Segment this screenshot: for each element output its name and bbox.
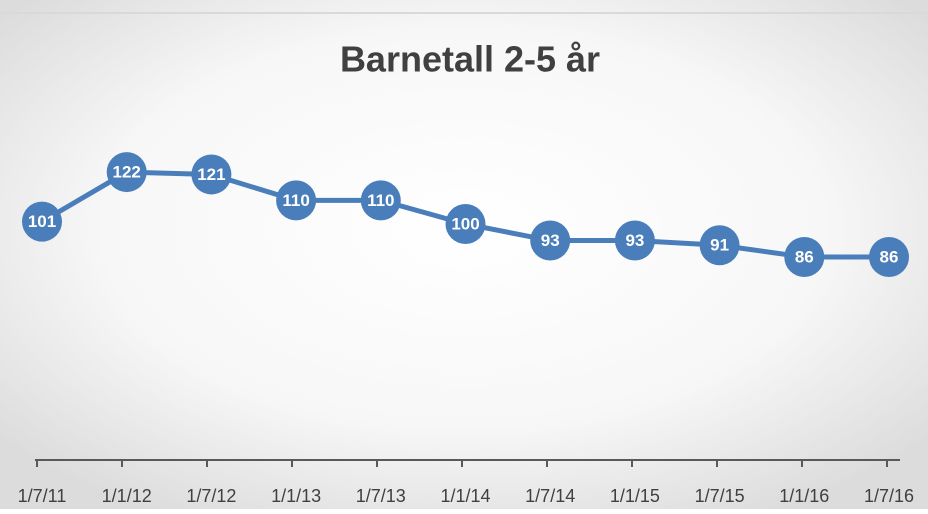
marker (699, 225, 740, 266)
data-label: 101 (28, 212, 56, 231)
data-label: 93 (625, 231, 644, 250)
data-label: 122 (113, 163, 141, 182)
x-tick-label: 1/1/13 (271, 486, 321, 506)
x-tick-label: 1/1/12 (102, 486, 152, 506)
x-tick-label: 1/1/14 (440, 486, 490, 506)
marker (191, 154, 232, 195)
marker (276, 180, 317, 221)
x-tick-label: 1/7/15 (695, 486, 745, 506)
data-label: 121 (197, 165, 225, 184)
marker (360, 180, 401, 221)
marker (106, 152, 147, 193)
data-label: 93 (541, 231, 560, 250)
x-tick-label: 1/7/16 (864, 486, 914, 506)
marker (22, 201, 62, 242)
data-label: 91 (710, 236, 729, 255)
data-label: 86 (880, 248, 899, 267)
marker (614, 220, 655, 261)
x-tick-label: 1/7/14 (525, 486, 575, 506)
chart-title: Barnetall 2-5 år (340, 39, 600, 80)
x-tick-label: 1/7/12 (186, 486, 236, 506)
marker (784, 237, 825, 278)
marker (445, 204, 486, 244)
data-label: 100 (451, 214, 479, 233)
x-tick-label: 1/7/11 (18, 486, 67, 506)
data-label: 110 (282, 191, 309, 210)
data-label: 86 (795, 248, 814, 267)
x-tick-label: 1/1/16 (779, 486, 829, 506)
data-label: 110 (367, 191, 394, 210)
x-tick-label: 1/7/13 (356, 486, 406, 506)
marker (530, 220, 571, 261)
marker (869, 237, 909, 278)
x-tick-label: 1/1/15 (610, 486, 660, 506)
